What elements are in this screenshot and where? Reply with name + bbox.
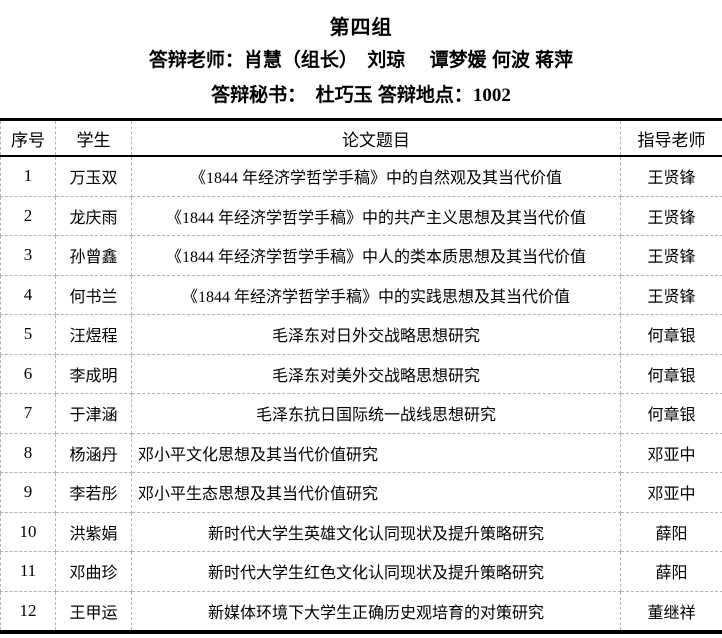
- advisor-name-cell: 王贤锋: [620, 235, 722, 276]
- student-name-cell: 汪煜程: [55, 314, 132, 355]
- advisor-name-cell: 何章银: [620, 393, 722, 434]
- student-name-cell: 洪紫娟: [55, 511, 132, 552]
- student-name-cell: 杨涵丹: [55, 432, 132, 473]
- row-index-cell: 5: [0, 314, 56, 355]
- row-index-cell: 8: [0, 432, 56, 473]
- row-index-cell: 2: [0, 195, 56, 236]
- column-header-student: 学生: [55, 119, 132, 157]
- thesis-title-cell: 《1844 年经济学哲学手稿》中的自然观及其当代价值: [131, 155, 621, 197]
- advisor-name-cell: 王贤锋: [620, 274, 722, 315]
- advisor-name-cell: 邓亚中: [620, 432, 722, 473]
- defense-teachers-line: 答辩老师：肖慧（组长） 刘琼 谭梦媛 何波 蒋萍: [148, 50, 574, 71]
- column-header-advisor: 指导老师: [620, 119, 722, 157]
- table-header-row: 序号 学生 论文题目 指导老师: [0, 119, 722, 157]
- table-row: 6 李成明 毛泽东对美外交战略思想研究 何章银: [0, 353, 722, 394]
- row-index-cell: 4: [0, 274, 56, 315]
- student-name-cell: 龙庆雨: [55, 195, 132, 236]
- table-row: 12 王甲运 新媒体环境下大学生正确历史观培育的对策研究 董继祥: [0, 590, 722, 633]
- table-row: 3 孙曾鑫 《1844 年经济学哲学手稿》中人的类本质思想及其当代价值 王贤锋: [0, 235, 722, 276]
- advisor-name-cell: 薛阳: [620, 511, 722, 552]
- thesis-title-cell: 邓小平文化思想及其当代价值研究: [131, 432, 621, 473]
- student-name-cell: 万玉双: [55, 155, 132, 197]
- row-index-cell: 1: [0, 155, 56, 197]
- room-number: 1002: [472, 85, 511, 106]
- student-name-cell: 孙曾鑫: [55, 235, 132, 276]
- student-name-cell: 王甲运: [55, 590, 132, 633]
- row-index-cell: 12: [0, 590, 56, 633]
- student-name-cell: 何书兰: [55, 274, 132, 315]
- student-name-cell: 李成明: [55, 353, 132, 394]
- thesis-title-cell: 《1844 年经济学哲学手稿》中的实践思想及其当代价值: [131, 274, 621, 315]
- row-index-cell: 3: [0, 235, 56, 276]
- table-row: 4 何书兰 《1844 年经济学哲学手稿》中的实践思想及其当代价值 王贤锋: [0, 274, 722, 315]
- thesis-title-cell: 毛泽东对日外交战略思想研究: [131, 314, 621, 355]
- table-row: 11 邓曲珍 新时代大学生红色文化认同现状及提升策略研究 薛阳: [0, 551, 722, 592]
- thesis-title-cell: 邓小平生态思想及其当代价值研究: [131, 472, 621, 513]
- student-name-cell: 于津涵: [55, 393, 132, 434]
- thesis-title-cell: 《1844 年经济学哲学手稿》中的共产主义思想及其当代价值: [131, 195, 621, 236]
- thesis-title-cell: 毛泽东抗日国际统一战线思想研究: [131, 393, 621, 434]
- column-header-thesis-title: 论文题目: [131, 119, 621, 157]
- advisor-name-cell: 邓亚中: [620, 472, 722, 513]
- advisor-name-cell: 王贤锋: [620, 155, 722, 197]
- thesis-title-cell: 新时代大学生英雄文化认同现状及提升策略研究: [131, 511, 621, 552]
- advisor-name-cell: 何章银: [620, 314, 722, 355]
- advisor-name-cell: 薛阳: [620, 551, 722, 592]
- secretary-and-location-label: 答辩秘书： 杜巧玉 答辩地点：: [211, 85, 473, 106]
- group-title: 第四组: [329, 17, 393, 39]
- row-index-cell: 11: [0, 551, 56, 592]
- row-index-cell: 10: [0, 511, 56, 552]
- table-row: 9 李若彤 邓小平生态思想及其当代价值研究 邓亚中: [0, 472, 722, 513]
- table-row: 1 万玉双 《1844 年经济学哲学手稿》中的自然观及其当代价值 王贤锋: [0, 155, 722, 197]
- defense-secretary-line: 答辩秘书： 杜巧玉 答辩地点：1002: [0, 81, 722, 111]
- row-index-cell: 7: [0, 393, 56, 434]
- student-name-cell: 李若彤: [55, 472, 132, 513]
- advisor-name-cell: 董继祥: [620, 590, 722, 633]
- table-row: 5 汪煜程 毛泽东对日外交战略思想研究 何章银: [0, 314, 722, 355]
- thesis-title-cell: 新时代大学生红色文化认同现状及提升策略研究: [131, 551, 621, 592]
- row-index-cell: 6: [0, 353, 56, 394]
- student-name-cell: 邓曲珍: [55, 551, 132, 592]
- thesis-defense-table: 序号 学生 论文题目 指导老师 1 万玉双 《1844 年经济学哲学手稿》中的自然观…: [0, 118, 722, 634]
- advisor-name-cell: 王贤锋: [620, 195, 722, 236]
- thesis-title-cell: 毛泽东对美外交战略思想研究: [131, 353, 621, 394]
- table-row: 10 洪紫娟 新时代大学生英雄文化认同现状及提升策略研究 薛阳: [0, 511, 722, 552]
- table-row: 8 杨涵丹 邓小平文化思想及其当代价值研究 邓亚中: [0, 432, 722, 473]
- column-header-index: 序号: [0, 119, 56, 157]
- table-row: 7 于津涵 毛泽东抗日国际统一战线思想研究 何章银: [0, 393, 722, 434]
- row-index-cell: 9: [0, 472, 56, 513]
- table-row: 2 龙庆雨 《1844 年经济学哲学手稿》中的共产主义思想及其当代价值 王贤锋: [0, 195, 722, 236]
- thesis-title-cell: 新媒体环境下大学生正确历史观培育的对策研究: [131, 590, 621, 633]
- thesis-title-cell: 《1844 年经济学哲学手稿》中人的类本质思想及其当代价值: [131, 235, 621, 276]
- advisor-name-cell: 何章银: [620, 353, 722, 394]
